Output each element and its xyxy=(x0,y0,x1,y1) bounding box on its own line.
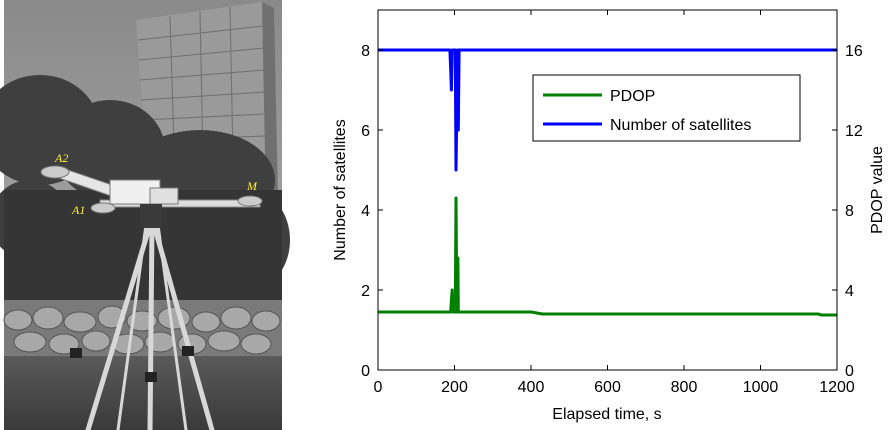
x-axis-ticks: 0 200 400 600 800 1000 1200 xyxy=(374,10,855,396)
y-left-tick-label: 4 xyxy=(361,203,370,220)
x-tick-label: 800 xyxy=(671,379,698,396)
legend-box xyxy=(532,74,801,142)
photo-label-m: M xyxy=(246,179,258,193)
y-right-tick-label: 4 xyxy=(845,283,854,300)
y-left-tick-label: 8 xyxy=(361,43,370,60)
x-tick-label: 200 xyxy=(441,379,468,396)
x-tick-label: 1000 xyxy=(743,379,779,396)
x-axis-title: Elapsed time, s xyxy=(552,406,661,423)
y-right-axis-ticks: 0 4 8 12 16 xyxy=(832,43,863,380)
legend-label-satellites: Number of satellites xyxy=(610,117,751,134)
x-tick-label: 600 xyxy=(594,379,621,396)
legend: PDOP Number of satellites xyxy=(532,74,801,142)
series-line-satellites xyxy=(378,48,837,172)
y-right-tick-label: 12 xyxy=(845,123,863,140)
y-right-tick-label: 0 xyxy=(845,363,854,380)
y-left-axis-ticks: 0 2 4 6 8 xyxy=(361,43,383,380)
y-left-tick-label: 0 xyxy=(361,363,370,380)
photo-antenna-bar xyxy=(40,165,263,228)
photo-tripod-clamps xyxy=(70,346,194,382)
photo-grass xyxy=(4,356,282,430)
chart: 0 200 400 600 800 1000 1200 0 2 4 6 8 0 4 8 12 16 Elap… xyxy=(332,9,886,423)
y-left-tick-label: 6 xyxy=(361,123,370,140)
y-left-tick-label: 2 xyxy=(361,283,370,300)
x-tick-label: 400 xyxy=(518,379,545,396)
legend-label-pdop: PDOP xyxy=(610,88,655,105)
photo-panel: A2 M A1 xyxy=(0,0,290,430)
photo-label-a2: A2 xyxy=(54,151,68,165)
photo-label-a1: A1 xyxy=(71,203,85,217)
y-right-tick-label: 8 xyxy=(845,203,854,220)
y-right-tick-label: 16 xyxy=(845,43,863,60)
data-lines xyxy=(378,48,837,317)
series-line-pdop xyxy=(378,196,837,317)
plot-area xyxy=(378,10,837,370)
x-tick-label: 0 xyxy=(374,379,383,396)
x-tick-label: 1200 xyxy=(819,379,855,396)
photo-stone-wall xyxy=(3,300,282,360)
y-right-axis-title: PDOP value xyxy=(869,146,886,234)
photo-tripod xyxy=(85,222,215,430)
y-left-axis-title: Number of satellites xyxy=(332,119,349,260)
